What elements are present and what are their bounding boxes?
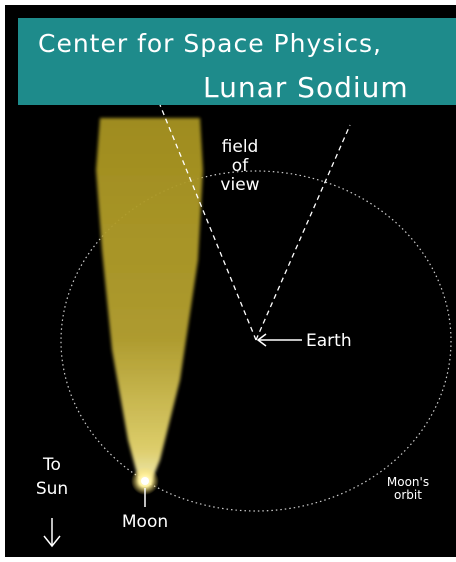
- sun-arrowhead: [43, 535, 61, 548]
- fov-label: view: [220, 175, 259, 195]
- earth-arrowhead: [256, 333, 267, 347]
- header-band: [18, 18, 456, 105]
- earth-label: Earth: [306, 331, 352, 351]
- moon-orbit: [60, 170, 452, 512]
- to-sun-label: Sun: [36, 479, 68, 499]
- fov-line-left: [159, 104, 257, 341]
- header-line1: Center for Space Physics,: [38, 29, 382, 58]
- header-line2: Lunar Sodium: [203, 71, 409, 104]
- fov-line-right: [255, 124, 351, 341]
- fov-label: of: [232, 156, 249, 176]
- moon-label: Moon: [122, 512, 168, 532]
- fov-label: field: [222, 137, 259, 157]
- orbit-label: Moon's: [387, 475, 429, 489]
- to-sun-label: To: [42, 455, 61, 475]
- moon: [141, 477, 149, 485]
- orbit-label: orbit: [394, 488, 422, 502]
- sodium-tail: [96, 118, 203, 485]
